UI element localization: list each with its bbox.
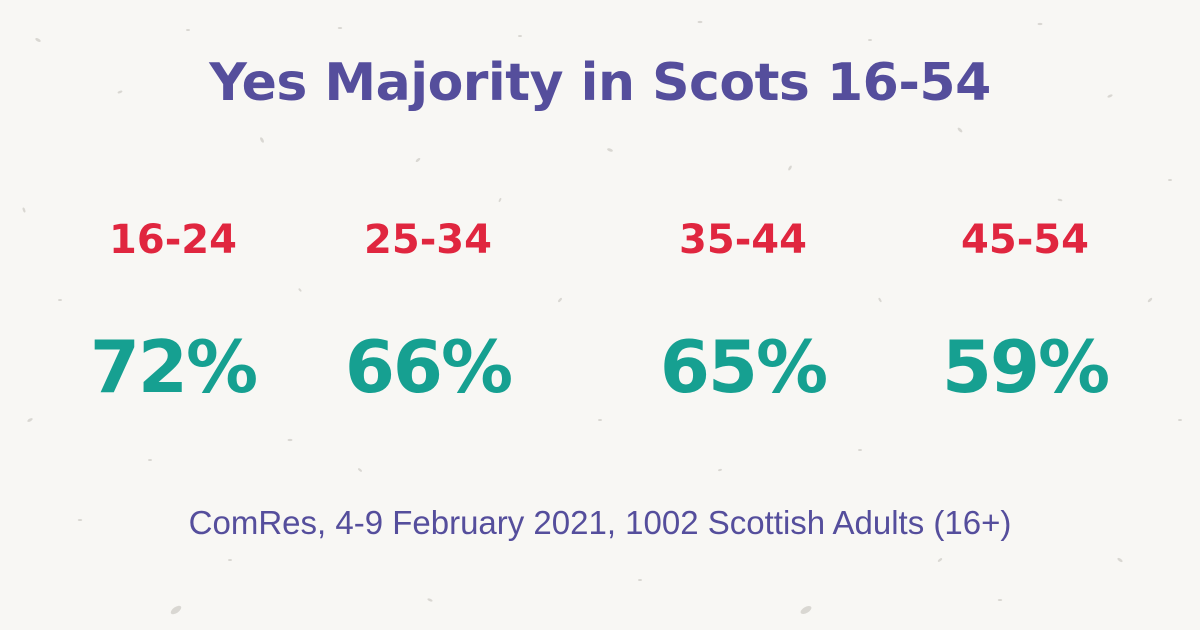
stat-16-24: 16-24 72%	[48, 210, 298, 412]
age-group-label: 16-24	[109, 217, 237, 263]
page-title: Yes Majority in Scots 16-54	[209, 53, 991, 113]
age-group-label: 45-54	[961, 217, 1089, 263]
stat-45-54: 45-54 59%	[900, 210, 1150, 412]
source-note: ComRes, 4-9 February 2021, 1002 Scottish…	[188, 504, 1012, 541]
percent-value: 65%	[659, 325, 828, 409]
percent-value: 66%	[344, 325, 513, 409]
percent-value: 72%	[89, 325, 258, 409]
age-group-label: 25-34	[364, 217, 492, 263]
age-group-label: 35-44	[679, 217, 807, 263]
stat-35-44: 35-44 65%	[618, 210, 868, 412]
percent-value: 59%	[941, 325, 1110, 409]
stat-25-34: 25-34 66%	[303, 210, 553, 412]
